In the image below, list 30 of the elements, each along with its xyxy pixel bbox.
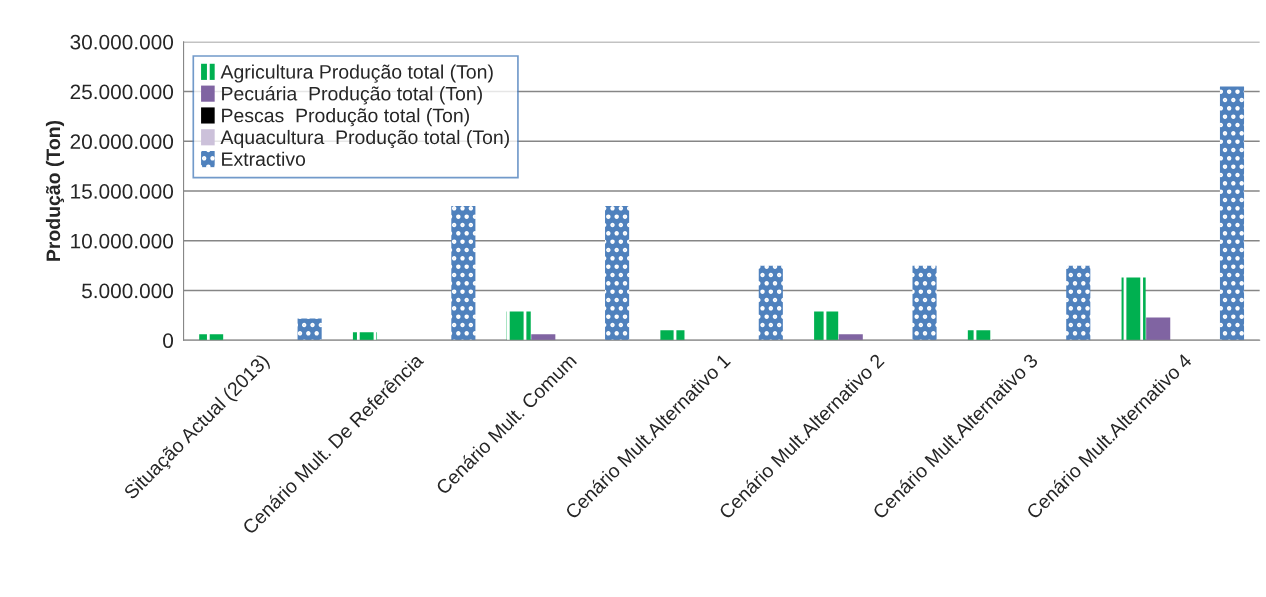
y-tick-label: 15.000.000 bbox=[71, 184, 174, 199]
y-tick-label: 25.000.000 bbox=[70, 84, 174, 100]
y-axis-title: Produção (Ton) bbox=[45, 120, 65, 261]
bar bbox=[912, 265, 937, 341]
legend-label: Pecuária Produção total (Ton) bbox=[222, 86, 482, 105]
legend-label: Agricultura Produção total (Ton) bbox=[220, 64, 493, 83]
bar bbox=[531, 334, 556, 341]
y-tick-label: 0 bbox=[163, 333, 174, 349]
bar bbox=[1146, 317, 1171, 341]
legend-label: Aquacultura Produção total (Ton) bbox=[220, 129, 509, 149]
bar bbox=[451, 205, 476, 341]
bar bbox=[758, 265, 783, 341]
legend-label: Extractivo bbox=[222, 151, 306, 166]
y-tick-label: 30.000.000 bbox=[70, 34, 174, 50]
bar bbox=[967, 330, 992, 341]
bar bbox=[352, 332, 378, 341]
bar bbox=[1066, 265, 1091, 341]
bar bbox=[199, 334, 224, 341]
y-tick-label: 10.000.000 bbox=[71, 233, 174, 249]
bar bbox=[838, 334, 863, 341]
y-tick-label: 5.000.000 bbox=[82, 283, 174, 299]
bar bbox=[297, 318, 322, 341]
bar bbox=[1121, 277, 1146, 341]
legend-label: Pescas Produção total (Ton) bbox=[222, 108, 469, 127]
bar bbox=[605, 205, 630, 341]
y-tick-label: 20.000.000 bbox=[70, 134, 174, 150]
bar bbox=[660, 330, 685, 341]
bar bbox=[814, 311, 839, 341]
bar bbox=[1219, 86, 1245, 341]
bar bbox=[506, 311, 531, 341]
